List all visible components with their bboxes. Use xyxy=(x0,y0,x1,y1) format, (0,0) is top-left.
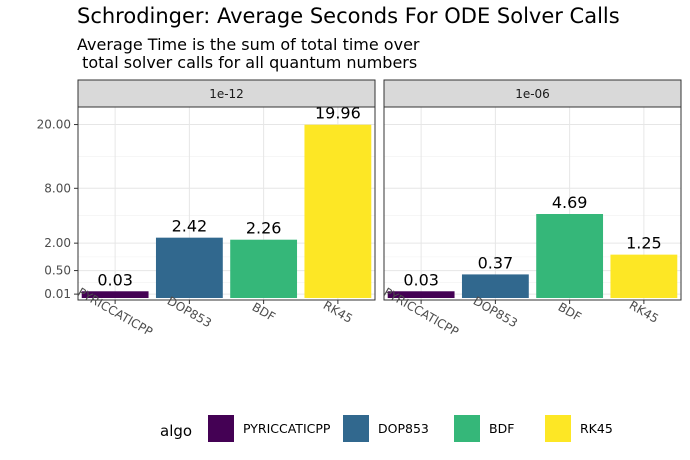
facet-strip-label: 1e-06 xyxy=(515,87,550,101)
legend-swatch-pyriccaticpp xyxy=(208,415,234,442)
bar-value-label: 0.03 xyxy=(97,270,133,289)
x-tick-label: BDF xyxy=(250,300,278,324)
chart-subtitle: Average Time is the sum of total time ov… xyxy=(77,36,419,72)
chart-title: Schrodinger: Average Seconds For ODE Sol… xyxy=(77,4,620,28)
facet-strip-label: 1e-12 xyxy=(209,87,244,101)
bar-dop853 xyxy=(155,237,223,298)
y-tick-label: 20.00 xyxy=(37,118,71,132)
y-tick-label: 2.00 xyxy=(44,236,71,250)
legend-swatch-bdf xyxy=(454,415,480,442)
y-tick-label: 0.50 xyxy=(44,264,71,278)
legend-label: DOP853 xyxy=(378,421,429,436)
bar-bdf xyxy=(536,214,604,298)
bar-value-label: 0.03 xyxy=(403,270,439,289)
bar-value-label: 19.96 xyxy=(315,104,361,123)
subtitle-line-1: Average Time is the sum of total time ov… xyxy=(77,35,420,54)
y-tick-label: 8.00 xyxy=(44,181,71,195)
subtitle-line-2: total solver calls for all quantum numbe… xyxy=(77,53,418,72)
bar-value-label: 2.42 xyxy=(172,217,208,236)
x-tick-label: BDF xyxy=(556,300,584,324)
bar-dop853 xyxy=(461,274,529,298)
bar-bdf xyxy=(230,239,298,298)
bar-pyriccaticpp xyxy=(387,291,455,298)
bar-value-label: 2.26 xyxy=(246,219,282,238)
bar-rk45 xyxy=(610,254,678,298)
legend-title: algo xyxy=(160,422,192,440)
legend-label: PYRICCATICPP xyxy=(243,421,331,436)
y-tick-label: 0.01 xyxy=(44,287,71,301)
legend-label: BDF xyxy=(489,421,514,436)
legend-label: RK45 xyxy=(580,421,613,436)
facet-strip xyxy=(383,79,682,108)
bar-value-label: 4.69 xyxy=(552,193,588,212)
bar-value-label: 0.37 xyxy=(478,253,514,272)
legend-swatch-dop853 xyxy=(343,415,369,442)
bar-rk45 xyxy=(304,124,372,299)
bar-pyriccaticpp xyxy=(81,291,149,298)
facet-strip xyxy=(77,79,376,108)
legend-swatch-rk45 xyxy=(545,415,571,442)
bar-value-label: 1.25 xyxy=(626,234,662,253)
